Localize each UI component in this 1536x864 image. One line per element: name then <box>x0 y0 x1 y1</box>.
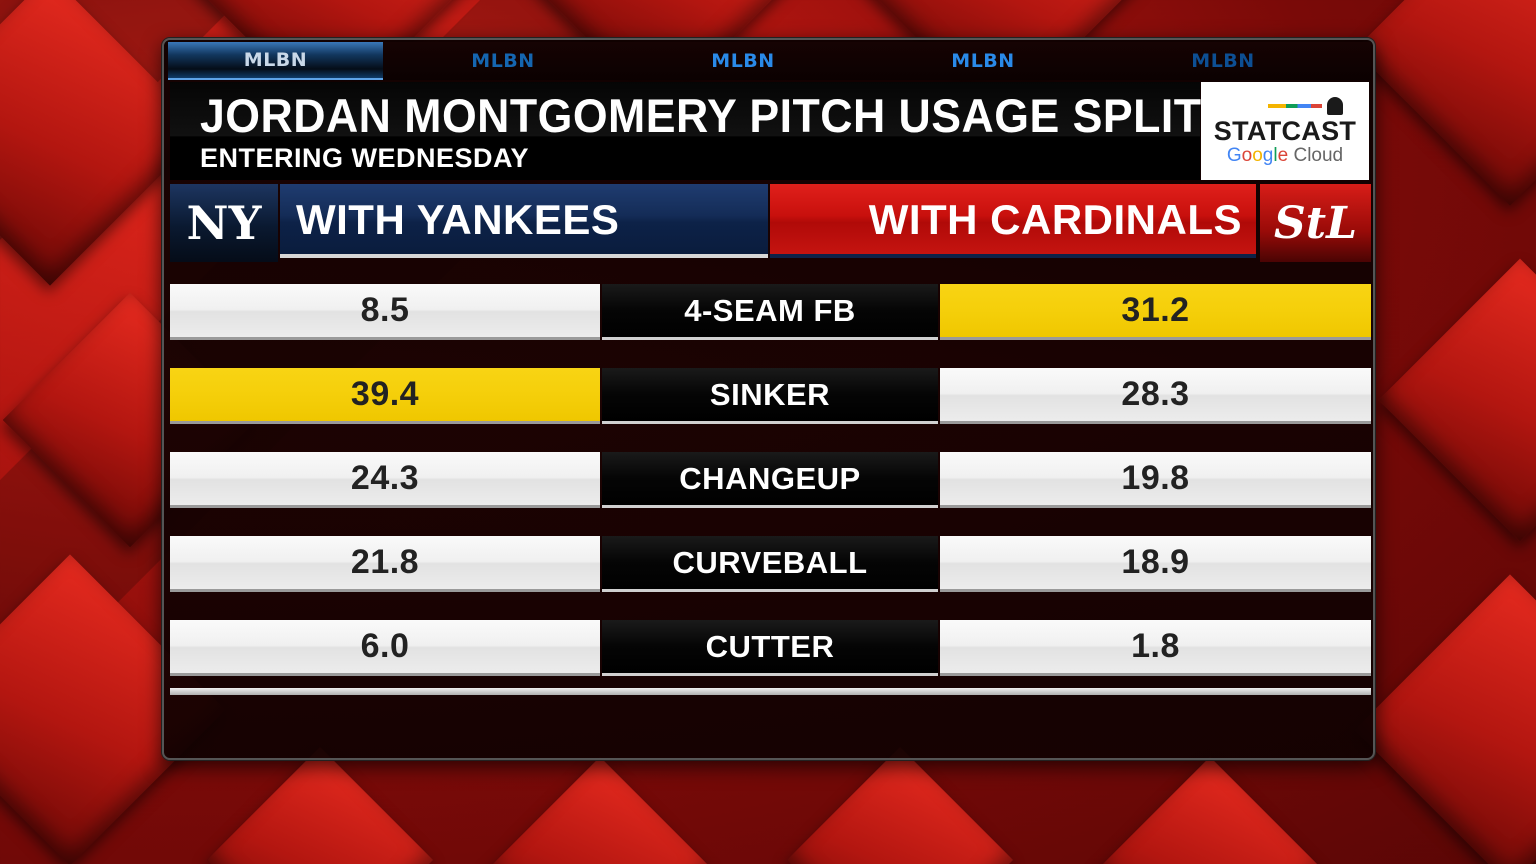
pitch-type-label: CHANGEUP <box>602 452 938 508</box>
cardinals-header: WITH CARDINALS <box>770 184 1256 258</box>
yankees-logo-icon: NY <box>170 184 278 262</box>
footer-divider <box>170 688 1371 695</box>
pitch-type-label: CURVEBALL <box>602 536 938 592</box>
pitch-type-label: 4-SEAM FB <box>602 284 938 340</box>
cardinals-label: WITH CARDINALS <box>868 196 1242 243</box>
tab-mlbn-2: MLBN <box>471 50 535 72</box>
cardinals-value: 28.3 <box>940 368 1371 424</box>
cardinals-value: 18.9 <box>940 536 1371 592</box>
yankees-value: 6.0 <box>170 620 600 676</box>
tab-mlbn-4: MLBN <box>951 50 1015 72</box>
yankees-value: 21.8 <box>170 536 600 592</box>
bg-shape <box>1354 0 1536 206</box>
team-header-row: NY WITH YANKEES WITH CARDINALS StL <box>170 184 1371 264</box>
mlb-batter-icon <box>1326 97 1343 115</box>
page-title: JORDAN MONTGOMERY PITCH USAGE SPLITS <box>200 89 1232 142</box>
table-row: 21.8 CURVEBALL 18.9 <box>170 536 1371 592</box>
bg-shape <box>1354 574 1536 864</box>
cloud-label: Cloud <box>1293 145 1344 166</box>
cardinals-value: 1.8 <box>940 620 1371 676</box>
bg-shape <box>1378 258 1536 542</box>
google-letter: g <box>1262 145 1274 166</box>
yankees-label: WITH YANKEES <box>296 196 620 243</box>
google-cloud-wordmark: Google Cloud <box>1227 145 1343 167</box>
pitch-type-label: SINKER <box>602 368 938 424</box>
google-letter: G <box>1226 145 1242 166</box>
yankees-header: WITH YANKEES <box>280 184 768 258</box>
table-row: 6.0 CUTTER 1.8 <box>170 620 1371 676</box>
yankees-value: 24.3 <box>170 452 600 508</box>
tab-mlbn-3: MLBN <box>711 50 775 72</box>
table-row: 8.5 4-SEAM FB 31.2 <box>170 284 1371 340</box>
yankees-value: 8.5 <box>170 284 600 340</box>
google-letter: l <box>1273 145 1278 166</box>
cardinals-value: 31.2 <box>940 284 1371 340</box>
title-bar: JORDAN MONTGOMERY PITCH USAGE SPLITS ENT… <box>170 82 1231 180</box>
google-letter: o <box>1241 145 1253 166</box>
page-subtitle: ENTERING WEDNESDAY <box>200 143 530 173</box>
bg-shape <box>206 746 434 864</box>
pitch-type-label: CUTTER <box>602 620 938 676</box>
graphic-panel: MLBN MLBN MLBN MLBN MLBN JORDAN MONTGOME… <box>162 38 1375 760</box>
google-color-line-icon <box>1267 104 1322 108</box>
tab-mlbn-1: MLBN <box>168 42 383 80</box>
bg-shape <box>1096 756 1324 864</box>
tab-mlbn-5: MLBN <box>1191 50 1255 72</box>
google-letter: o <box>1252 145 1263 166</box>
cardinals-logo-icon: StL <box>1260 184 1371 262</box>
statcast-mark <box>1267 95 1343 117</box>
network-tab-bar: MLBN MLBN MLBN MLBN MLBN <box>168 42 1371 80</box>
bg-shape <box>786 746 1014 864</box>
cardinals-value: 19.8 <box>940 452 1371 508</box>
google-letter: e <box>1277 145 1289 166</box>
bg-shape <box>486 756 714 864</box>
table-row: 24.3 CHANGEUP 19.8 <box>170 452 1371 508</box>
statcast-wordmark: STATCAST <box>1213 116 1357 146</box>
yankees-value: 39.4 <box>170 368 600 424</box>
table-row: 39.4 SINKER 28.3 <box>170 368 1371 424</box>
statcast-logo: STATCAST Google Cloud <box>1201 82 1369 180</box>
